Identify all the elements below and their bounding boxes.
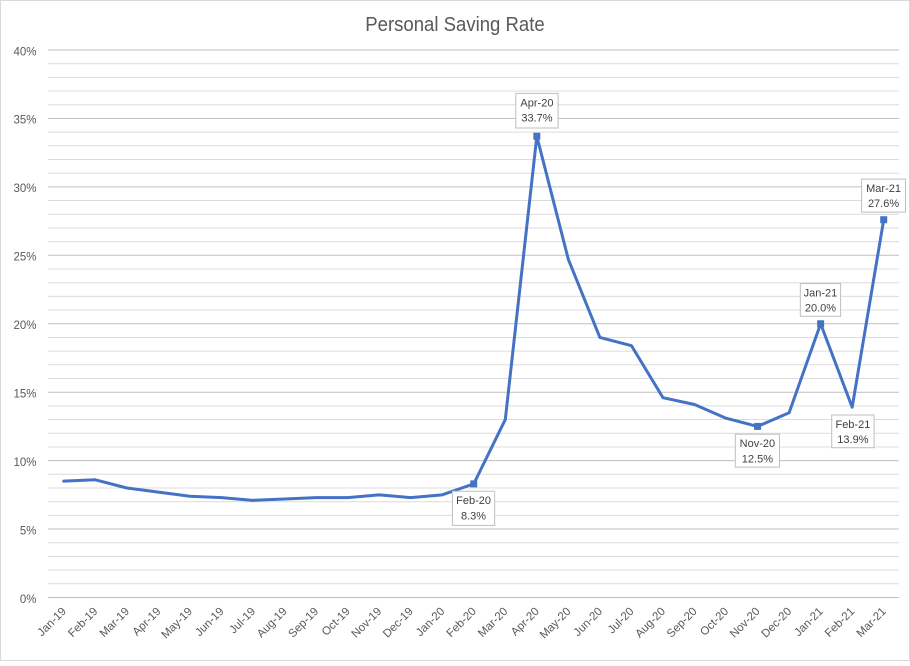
svg-text:5%: 5% [20,525,37,537]
svg-text:0%: 0% [20,594,37,606]
svg-text:Personal Saving Rate: Personal Saving Rate [365,13,544,36]
svg-text:40%: 40% [13,46,36,58]
svg-text:10%: 10% [13,457,36,469]
svg-text:13.9%: 13.9% [837,434,868,446]
svg-text:Nov-20: Nov-20 [740,438,775,450]
svg-text:20.0%: 20.0% [805,303,836,315]
svg-text:30%: 30% [13,183,36,195]
svg-text:12.5%: 12.5% [742,453,773,465]
svg-text:Mar-21: Mar-21 [866,183,901,195]
svg-text:Feb-21: Feb-21 [835,419,870,431]
svg-text:8.3%: 8.3% [461,510,486,522]
svg-text:33.7%: 33.7% [521,113,552,125]
svg-text:35%: 35% [13,115,36,127]
svg-text:Apr-20: Apr-20 [520,97,553,109]
svg-text:15%: 15% [13,388,36,400]
svg-text:27.6%: 27.6% [868,198,899,210]
svg-text:Jan-21: Jan-21 [804,288,838,300]
svg-text:Feb-20: Feb-20 [456,495,491,507]
svg-text:25%: 25% [13,252,36,264]
svg-text:20%: 20% [13,320,36,332]
